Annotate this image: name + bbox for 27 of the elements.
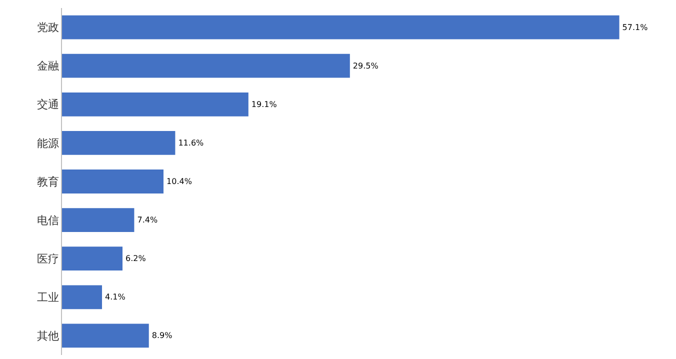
bar <box>62 246 123 271</box>
bar <box>62 92 248 116</box>
y-tick-label: 交通 <box>36 98 59 112</box>
data-label: 7.4% <box>137 216 158 225</box>
data-label: 4.1% <box>105 292 126 302</box>
y-tick-label: 电信 <box>36 214 59 227</box>
bar <box>62 324 149 348</box>
y-tick-label: 金融 <box>36 60 59 73</box>
y-tick-label: 工业 <box>36 291 59 304</box>
y-tick-label: 其他 <box>36 330 59 343</box>
bar <box>62 54 350 78</box>
data-label: 57.1% <box>622 22 648 32</box>
bar <box>62 15 620 40</box>
bar <box>62 130 176 155</box>
y-tick-label: 医疗 <box>36 252 59 266</box>
y-tick-label: 党政 <box>36 21 59 34</box>
bar <box>62 208 134 232</box>
data-label: 11.6% <box>178 138 204 148</box>
data-label: 8.9% <box>152 331 173 340</box>
data-label: 19.1% <box>251 100 278 109</box>
y-tick-label: 教育 <box>36 175 59 188</box>
y-tick-label: 能源 <box>36 136 59 150</box>
data-label: 6.2% <box>126 254 146 264</box>
data-label: 29.5% <box>352 61 379 70</box>
bar <box>62 170 164 194</box>
bar <box>62 285 102 310</box>
data-label: 10.4% <box>166 177 192 186</box>
